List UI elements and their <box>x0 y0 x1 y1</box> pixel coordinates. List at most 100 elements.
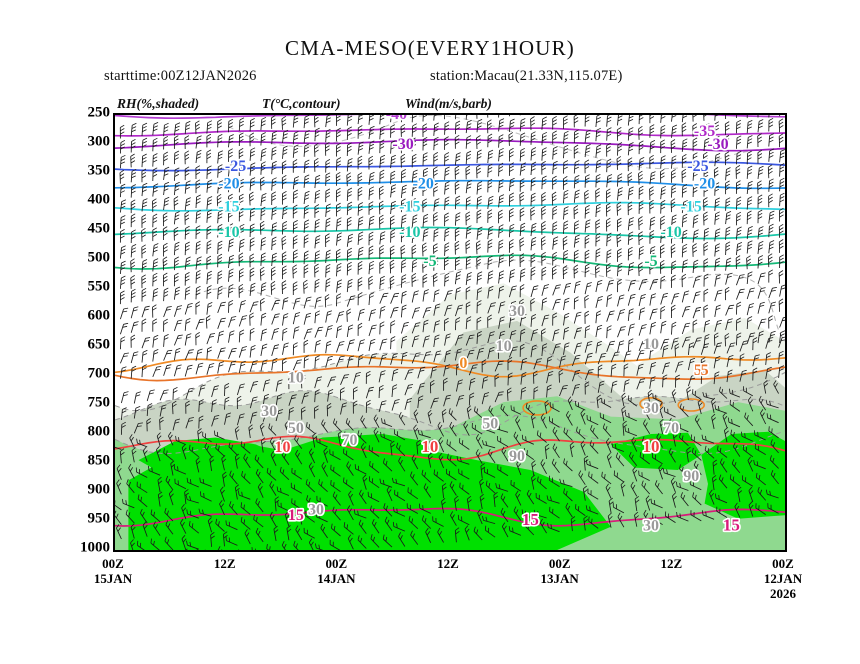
wind-barb <box>692 277 697 288</box>
wind-barb-tick <box>660 244 665 248</box>
wind-barb <box>488 409 496 419</box>
wind-barb <box>379 339 384 351</box>
wind-barb-tick <box>670 420 674 426</box>
wind-barb <box>422 230 425 242</box>
wind-barb-tick <box>282 265 287 269</box>
wind-barb-tick <box>725 157 730 162</box>
wind-barb-tick <box>380 129 385 132</box>
wind-barb <box>746 228 749 240</box>
wind-barb-tick <box>282 242 287 246</box>
wind-barb <box>236 384 241 396</box>
x-tick-1: 12Z <box>214 556 236 571</box>
wind-barb-tick <box>148 465 150 471</box>
wind-barb-tick <box>221 317 226 320</box>
wind-barb <box>649 378 652 389</box>
wind-barb <box>282 344 285 355</box>
wind-barb-tick <box>206 137 212 141</box>
wind-barb-tick <box>141 321 147 325</box>
wind-barb <box>649 339 652 351</box>
wind-barb <box>481 378 485 389</box>
wind-barb-tick <box>573 144 579 148</box>
wind-barb-tick <box>757 186 762 191</box>
wind-barb-tick <box>369 231 374 235</box>
wind-barb-tick <box>629 308 634 311</box>
wind-barb-tick <box>315 250 320 254</box>
wind-barb-tick <box>412 115 417 119</box>
wind-barb-tick <box>379 324 385 328</box>
wind-barb-tick <box>444 142 449 146</box>
wind-barb-tick <box>433 246 438 250</box>
wind-barb-tick <box>625 353 631 356</box>
wind-barb <box>206 287 208 299</box>
wind-barb-tick <box>434 323 440 326</box>
wind-barb-tick <box>768 170 773 175</box>
wind-barb-tick <box>401 198 406 202</box>
wind-barb-tick <box>349 298 355 301</box>
wind-barb <box>681 307 687 318</box>
wind-barb-tick <box>628 246 633 250</box>
wind-barb-tick <box>639 203 644 207</box>
wind-barb-tick <box>628 130 634 134</box>
wind-barb <box>173 213 176 225</box>
wind-barb-tick <box>520 135 525 139</box>
wind-barb-tick <box>639 160 645 163</box>
wind-barb-tick <box>228 169 234 173</box>
wind-barb-tick <box>520 287 525 291</box>
wind-barb-tick <box>288 375 293 379</box>
wind-barb-tick <box>519 259 525 263</box>
wind-barb-tick <box>295 312 301 315</box>
wind-barb-tick <box>760 301 765 304</box>
wind-barb-tick <box>725 290 730 294</box>
wind-barb-tick <box>249 198 254 202</box>
wind-barb <box>628 399 638 407</box>
wind-barb-tick <box>596 131 601 134</box>
wind-barb <box>168 435 174 446</box>
wind-barb-tick <box>175 122 181 125</box>
wind-barb-tick <box>779 257 784 261</box>
wind-barb <box>722 416 728 428</box>
wind-barb-tick <box>279 437 281 442</box>
wind-barb-tick <box>195 120 200 124</box>
wind-barb-tick <box>360 308 365 311</box>
wind-barb-tick <box>303 283 308 287</box>
wind-barb-tick <box>379 251 384 255</box>
wind-barb-tick <box>121 202 126 206</box>
wind-barb <box>546 372 550 384</box>
wind-barb <box>126 483 135 494</box>
wind-barb-tick <box>423 167 429 171</box>
wind-barb <box>119 142 122 154</box>
wind-barb-tick <box>638 262 643 266</box>
wind-barb-tick <box>325 284 331 288</box>
wind-barb-tick <box>326 340 332 344</box>
wind-barb-tick <box>422 198 427 202</box>
wind-barb <box>400 323 405 334</box>
wind-barb-tick <box>165 367 171 370</box>
wind-barb-tick <box>757 180 762 184</box>
wind-barb-tick <box>433 215 438 219</box>
wind-barb-tick <box>147 406 153 409</box>
wind-barb-tick <box>416 352 421 354</box>
wind-barb-tick <box>662 295 668 298</box>
wind-barb-tick <box>218 134 223 137</box>
wind-barb-tick <box>152 159 158 163</box>
wind-barb <box>757 303 761 314</box>
wind-barb-tick <box>292 159 298 163</box>
wind-barb-tick <box>715 228 721 231</box>
wind-barb-tick <box>719 386 721 392</box>
wind-barb-tick <box>272 206 277 210</box>
wind-barb-tick <box>569 399 573 404</box>
wind-barb-tick <box>349 342 354 345</box>
wind-barb <box>357 310 361 321</box>
wind-barb <box>176 440 187 445</box>
wind-barb-tick <box>617 251 622 255</box>
wind-barb <box>687 375 692 387</box>
wind-barb-tick <box>282 361 287 365</box>
wind-barb-tick <box>455 123 461 127</box>
wind-barb-tick <box>217 292 223 296</box>
rh-contour-10-upper <box>195 259 785 342</box>
wind-barb-tick <box>163 215 168 219</box>
wind-barb-tick <box>780 177 785 181</box>
wind-barb <box>725 319 729 331</box>
wind-barb-tick <box>432 366 438 369</box>
wind-barb-tick <box>508 135 514 139</box>
